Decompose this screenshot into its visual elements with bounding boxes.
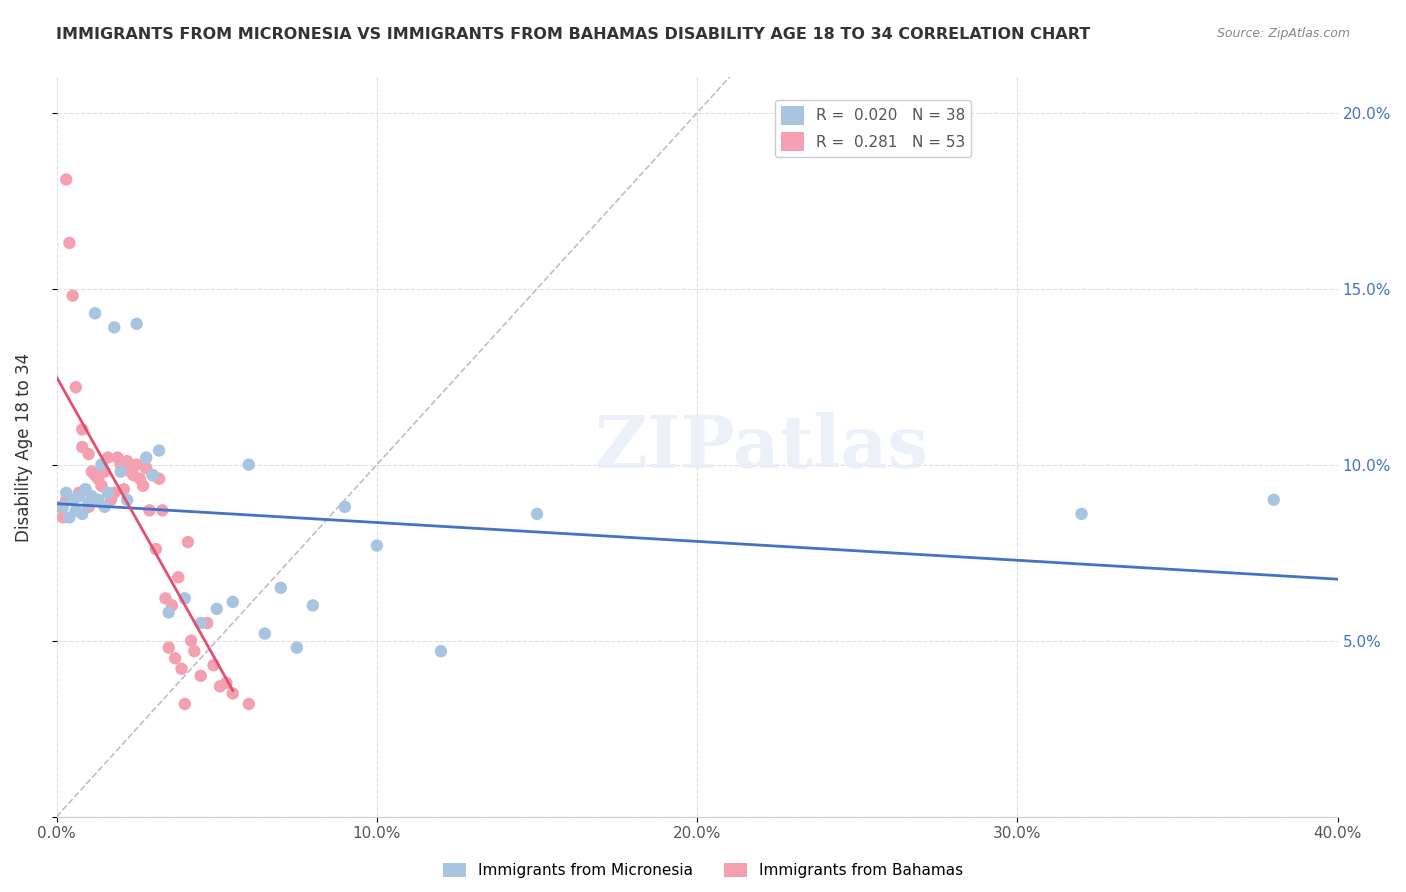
Point	[366, 539, 388, 553]
Point	[1070, 507, 1092, 521]
Point	[150, 503, 173, 517]
Point	[142, 468, 165, 483]
Point	[173, 697, 195, 711]
Point	[77, 447, 100, 461]
Point	[97, 450, 120, 465]
Point	[135, 450, 157, 465]
Point	[75, 482, 97, 496]
Text: Source: ZipAtlas.com: Source: ZipAtlas.com	[1216, 27, 1350, 40]
Point	[107, 450, 129, 465]
Point	[190, 615, 212, 630]
Point	[112, 482, 135, 496]
Point	[148, 443, 170, 458]
Point	[122, 468, 145, 483]
Point	[202, 658, 225, 673]
Point	[97, 485, 120, 500]
Y-axis label: Disability Age 18 to 34: Disability Age 18 to 34	[15, 352, 32, 541]
Point	[138, 503, 160, 517]
Point	[180, 633, 202, 648]
Point	[58, 235, 80, 250]
Point	[110, 458, 132, 472]
Point	[100, 492, 122, 507]
Point	[80, 489, 103, 503]
Point	[167, 570, 190, 584]
Point	[103, 485, 125, 500]
Point	[253, 626, 276, 640]
Point	[177, 535, 200, 549]
Point	[165, 651, 187, 665]
Point	[55, 485, 77, 500]
Point	[132, 479, 155, 493]
Point	[87, 472, 110, 486]
Point	[222, 595, 245, 609]
Point	[135, 461, 157, 475]
Point	[75, 482, 97, 496]
Legend: Immigrants from Micronesia, Immigrants from Bahamas: Immigrants from Micronesia, Immigrants f…	[437, 857, 969, 884]
Point	[67, 485, 90, 500]
Point	[157, 606, 180, 620]
Point	[238, 458, 260, 472]
Point	[155, 591, 177, 606]
Point	[103, 320, 125, 334]
Point	[145, 542, 167, 557]
Point	[55, 172, 77, 186]
Point	[208, 679, 231, 693]
Point	[160, 599, 183, 613]
Point	[142, 468, 165, 483]
Point	[65, 380, 87, 394]
Point	[183, 644, 205, 658]
Point	[222, 686, 245, 700]
Point	[52, 500, 75, 514]
Point	[173, 591, 195, 606]
Text: IMMIGRANTS FROM MICRONESIA VS IMMIGRANTS FROM BAHAMAS DISABILITY AGE 18 TO 34 CO: IMMIGRANTS FROM MICRONESIA VS IMMIGRANTS…	[56, 27, 1091, 42]
Point	[90, 479, 112, 493]
Point	[302, 599, 325, 613]
Point	[58, 510, 80, 524]
Point	[70, 422, 93, 436]
Point	[215, 676, 238, 690]
Point	[125, 458, 148, 472]
Point	[80, 465, 103, 479]
Point	[526, 507, 548, 521]
Point	[90, 458, 112, 472]
Point	[190, 669, 212, 683]
Point	[49, 500, 72, 514]
Point	[84, 468, 107, 483]
Point	[65, 503, 87, 517]
Point	[285, 640, 308, 655]
Point	[70, 507, 93, 521]
Point	[62, 288, 84, 302]
Point	[93, 500, 115, 514]
Point	[77, 496, 100, 510]
Point	[170, 662, 193, 676]
Text: ZIPatlas: ZIPatlas	[595, 411, 928, 483]
Point	[157, 640, 180, 655]
Point	[205, 602, 228, 616]
Point	[115, 492, 138, 507]
Point	[84, 306, 107, 320]
Point	[1263, 492, 1285, 507]
Point	[333, 500, 356, 514]
Point	[67, 489, 90, 503]
Point	[128, 472, 150, 486]
Point	[77, 500, 100, 514]
Point	[55, 492, 77, 507]
Point	[125, 317, 148, 331]
Point	[195, 615, 218, 630]
Point	[93, 465, 115, 479]
Point	[120, 465, 142, 479]
Point	[148, 472, 170, 486]
Point	[115, 454, 138, 468]
Point	[70, 440, 93, 454]
Point	[110, 465, 132, 479]
Point	[87, 492, 110, 507]
Point	[430, 644, 453, 658]
Point	[270, 581, 292, 595]
Point	[238, 697, 260, 711]
Point	[52, 510, 75, 524]
Legend: R =  0.020   N = 38, R =  0.281   N = 53: R = 0.020 N = 38, R = 0.281 N = 53	[775, 100, 972, 157]
Point	[62, 492, 84, 507]
